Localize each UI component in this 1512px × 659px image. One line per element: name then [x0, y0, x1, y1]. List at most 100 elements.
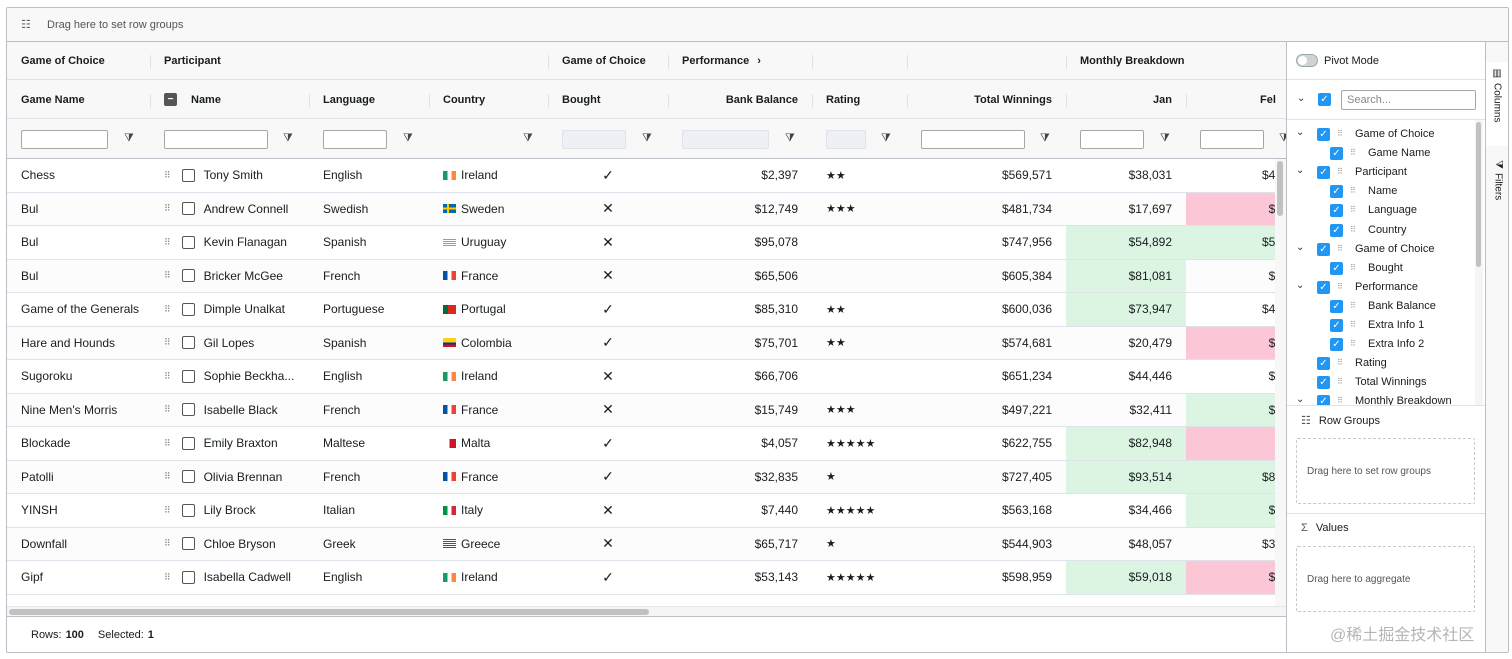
select-all-checkbox[interactable]: −	[164, 93, 177, 106]
column-visibility-checkbox[interactable]: ✓	[1330, 299, 1343, 313]
cell-bought[interactable]: ✓	[548, 461, 668, 494]
table-row[interactable]: Bul ⠿ Andrew Connell Swedish Sweden ✕ $12,749 ★…	[7, 192, 1286, 226]
pivot-mode-row[interactable]: Pivot Mode	[1287, 42, 1485, 80]
drag-handle-icon[interactable]: ⠿	[1337, 243, 1343, 253]
column-visibility-checkbox[interactable]: ✓	[1330, 261, 1343, 275]
cell-name[interactable]: ⠿ Isabella Cadwell	[150, 561, 309, 594]
cell-winnings[interactable]: $563,168	[907, 494, 1066, 527]
cell-game[interactable]: Chess	[7, 159, 150, 192]
chevron-right-icon[interactable]: ›	[757, 54, 761, 67]
cell-winnings[interactable]: $622,755	[907, 427, 1066, 460]
cell-feb[interactable]: $34,2	[1186, 528, 1286, 561]
cell-feb[interactable]: $7,	[1186, 427, 1286, 460]
cell-country[interactable]: France	[429, 260, 548, 293]
table-row[interactable]: Gipf ⠿ Isabella Cadwell English Ireland ✓ $53,…	[7, 561, 1286, 595]
cell-rating[interactable]: ★★★★★	[812, 494, 907, 527]
cell-bought[interactable]: ✓	[548, 561, 668, 594]
cell-rating[interactable]: ★★	[812, 327, 907, 360]
chevron-down-icon[interactable]: ⌄	[1296, 165, 1305, 177]
pivot-mode-toggle[interactable]	[1296, 54, 1318, 67]
cell-country[interactable]: Greece	[429, 528, 548, 561]
row-select-checkbox[interactable]	[181, 570, 195, 584]
cell-name[interactable]: ⠿ Isabelle Black	[150, 394, 309, 427]
cell-winnings[interactable]: $727,405	[907, 461, 1066, 494]
drag-handle-icon[interactable]: ⠿	[1350, 224, 1356, 234]
drag-handle-icon[interactable]: ⠿	[1337, 281, 1343, 291]
cell-jan[interactable]: $59,018	[1066, 561, 1186, 594]
cell-winnings[interactable]: $574,681	[907, 327, 1066, 360]
cell-name[interactable]: ⠿ Gil Lopes	[150, 327, 309, 360]
cell-jan[interactable]: $82,948	[1066, 427, 1186, 460]
cell-game[interactable]: Hare and Hounds	[7, 327, 150, 360]
col-language[interactable]: Language	[323, 93, 375, 106]
drag-handle-icon[interactable]: ⠿	[1350, 262, 1356, 272]
cell-jan[interactable]: $38,031	[1066, 159, 1186, 192]
cell-winnings[interactable]: $651,234	[907, 360, 1066, 393]
row-group-drop-bar[interactable]: ☷ Drag here to set row groups	[7, 8, 1508, 42]
cell-bought[interactable]: ✓	[548, 427, 668, 460]
tab-columns[interactable]: ▥ Columns	[1486, 62, 1508, 146]
cell-winnings[interactable]: $600,036	[907, 293, 1066, 326]
row-select-checkbox[interactable]	[181, 369, 195, 383]
cell-bank[interactable]: $75,701	[668, 327, 812, 360]
filter-icon[interactable]: ⧩	[785, 132, 795, 144]
chevron-down-icon[interactable]: ⌄	[1296, 241, 1305, 253]
row-drag-handle-icon[interactable]: ⠿	[164, 203, 171, 214]
cell-rating[interactable]	[812, 260, 907, 293]
row-drag-handle-icon[interactable]: ⠿	[164, 169, 171, 180]
drag-handle-icon[interactable]: ⠿	[1350, 300, 1356, 310]
column-visibility-checkbox[interactable]: ✓	[1330, 319, 1343, 332]
cell-jan[interactable]: $17,697	[1066, 193, 1186, 226]
row-select-checkbox[interactable]	[181, 202, 195, 216]
column-tree-scrollbar[interactable]	[1475, 120, 1483, 405]
row-drag-handle-icon[interactable]: ⠿	[164, 236, 171, 247]
cell-bought[interactable]: ✕	[548, 494, 668, 527]
filter-icon[interactable]: ⧩	[1279, 132, 1286, 145]
cell-language[interactable]: Greek	[309, 528, 429, 561]
cell-language[interactable]: French	[309, 394, 429, 427]
cell-rating[interactable]	[812, 226, 907, 259]
cell-language[interactable]: Italian	[309, 494, 429, 527]
table-row[interactable]: Patolli ⠿ Olivia Brennan French France ✓ $32,8…	[7, 460, 1286, 494]
cell-name[interactable]: ⠿ Lily Brock	[150, 494, 309, 527]
row-select-checkbox[interactable]	[181, 503, 195, 517]
table-row[interactable]: Chess ⠿ Tony Smith English Ireland ✓ $2,397 ★★ $…	[7, 159, 1286, 193]
cell-game[interactable]: Bul	[7, 193, 150, 226]
col-rating[interactable]: Rating	[826, 93, 861, 106]
cell-bank[interactable]: $2,397	[668, 159, 812, 192]
cell-jan[interactable]: $44,446	[1066, 360, 1186, 393]
cell-bought[interactable]: ✓	[548, 293, 668, 326]
cell-rating[interactable]	[812, 360, 907, 393]
cell-bank[interactable]: $7,440	[668, 494, 812, 527]
cell-language[interactable]: French	[309, 461, 429, 494]
row-select-checkbox[interactable]	[181, 470, 195, 484]
filter-icon[interactable]: ⧩	[881, 132, 891, 144]
cell-bank[interactable]: $85,310	[668, 293, 812, 326]
cell-bank[interactable]: $66,706	[668, 360, 812, 393]
drag-handle-icon[interactable]: ⠿	[1350, 320, 1356, 329]
cell-country[interactable]: Malta	[429, 427, 548, 460]
cell-jan[interactable]: $34,466	[1066, 494, 1186, 527]
cell-bought[interactable]: ✕	[548, 193, 668, 226]
cell-country[interactable]: Ireland	[429, 360, 548, 393]
col-game-name[interactable]: Game Name	[21, 93, 85, 106]
cell-feb[interactable]: $57,9	[1186, 226, 1286, 259]
chevron-down-icon[interactable]: ⌄	[1296, 394, 1305, 405]
cell-bank[interactable]: $15,749	[668, 394, 812, 427]
drag-handle-icon[interactable]: ⠿	[1350, 339, 1356, 349]
cell-rating[interactable]: ★★★★★	[812, 427, 907, 460]
row-drag-handle-icon[interactable]: ⠿	[164, 337, 171, 348]
filter-icon[interactable]: ⧩	[403, 132, 413, 144]
row-drag-handle-icon[interactable]: ⠿	[164, 504, 171, 515]
row-drag-handle-icon[interactable]: ⠿	[164, 303, 171, 314]
row-drag-handle-icon[interactable]: ⠿	[164, 404, 171, 415]
chevron-down-icon[interactable]: ⌄	[1296, 279, 1305, 291]
filter-game-name-input[interactable]	[21, 129, 108, 149]
filter-icon[interactable]: ⧩	[1040, 132, 1050, 144]
cell-winnings[interactable]: $569,571	[907, 159, 1066, 192]
filter-total-winnings-input[interactable]	[921, 129, 1025, 149]
filter-jan-input[interactable]	[1080, 129, 1144, 149]
cell-feb[interactable]: $4,2	[1186, 561, 1286, 594]
cell-jan[interactable]: $81,081	[1066, 259, 1186, 292]
row-select-checkbox[interactable]	[181, 168, 195, 182]
